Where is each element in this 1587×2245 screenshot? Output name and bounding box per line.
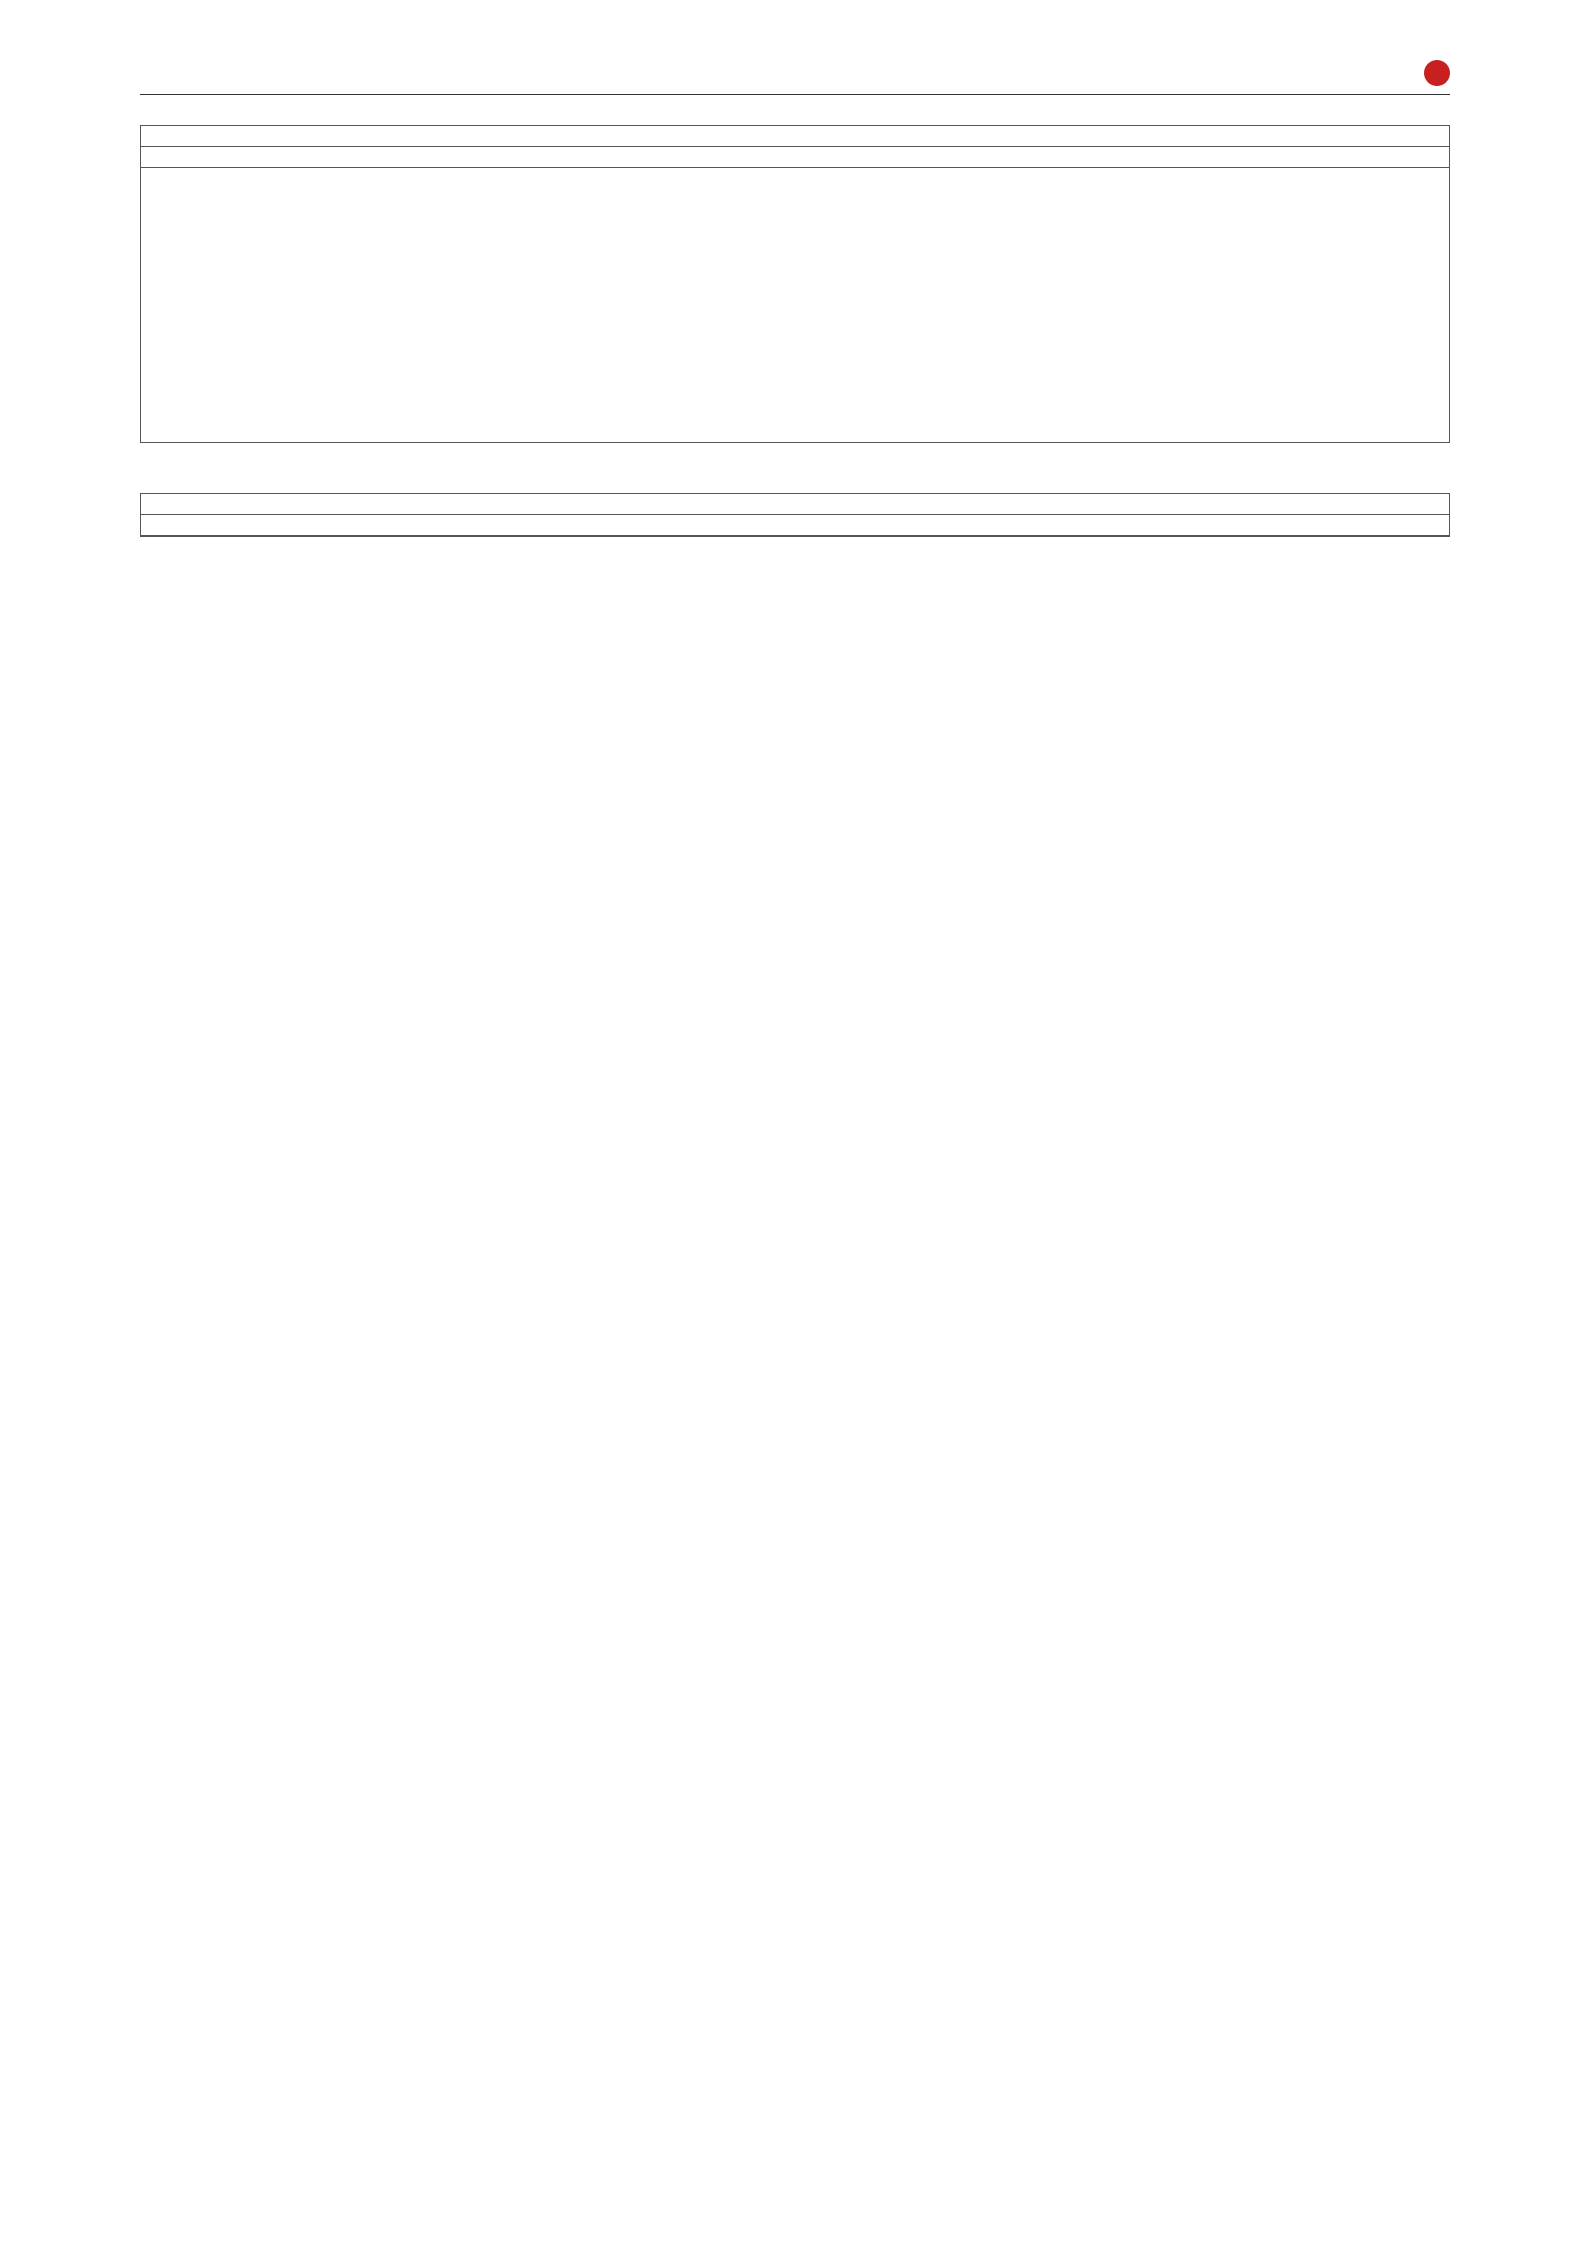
brand-logo: [1418, 60, 1450, 86]
pyramid-svg: [665, 204, 1185, 424]
logo-seal-icon: [1424, 60, 1450, 86]
page-header: [140, 60, 1450, 95]
section-1-subtitle: [141, 147, 1449, 168]
section-2: [140, 493, 1450, 537]
section-2-subtitle: [141, 515, 1449, 536]
pyramid-diagram: [535, 182, 1435, 422]
section-1: [140, 125, 1450, 443]
section-1-list: [155, 182, 535, 422]
section-1-title: [141, 126, 1449, 147]
section-2-title: [141, 494, 1449, 515]
